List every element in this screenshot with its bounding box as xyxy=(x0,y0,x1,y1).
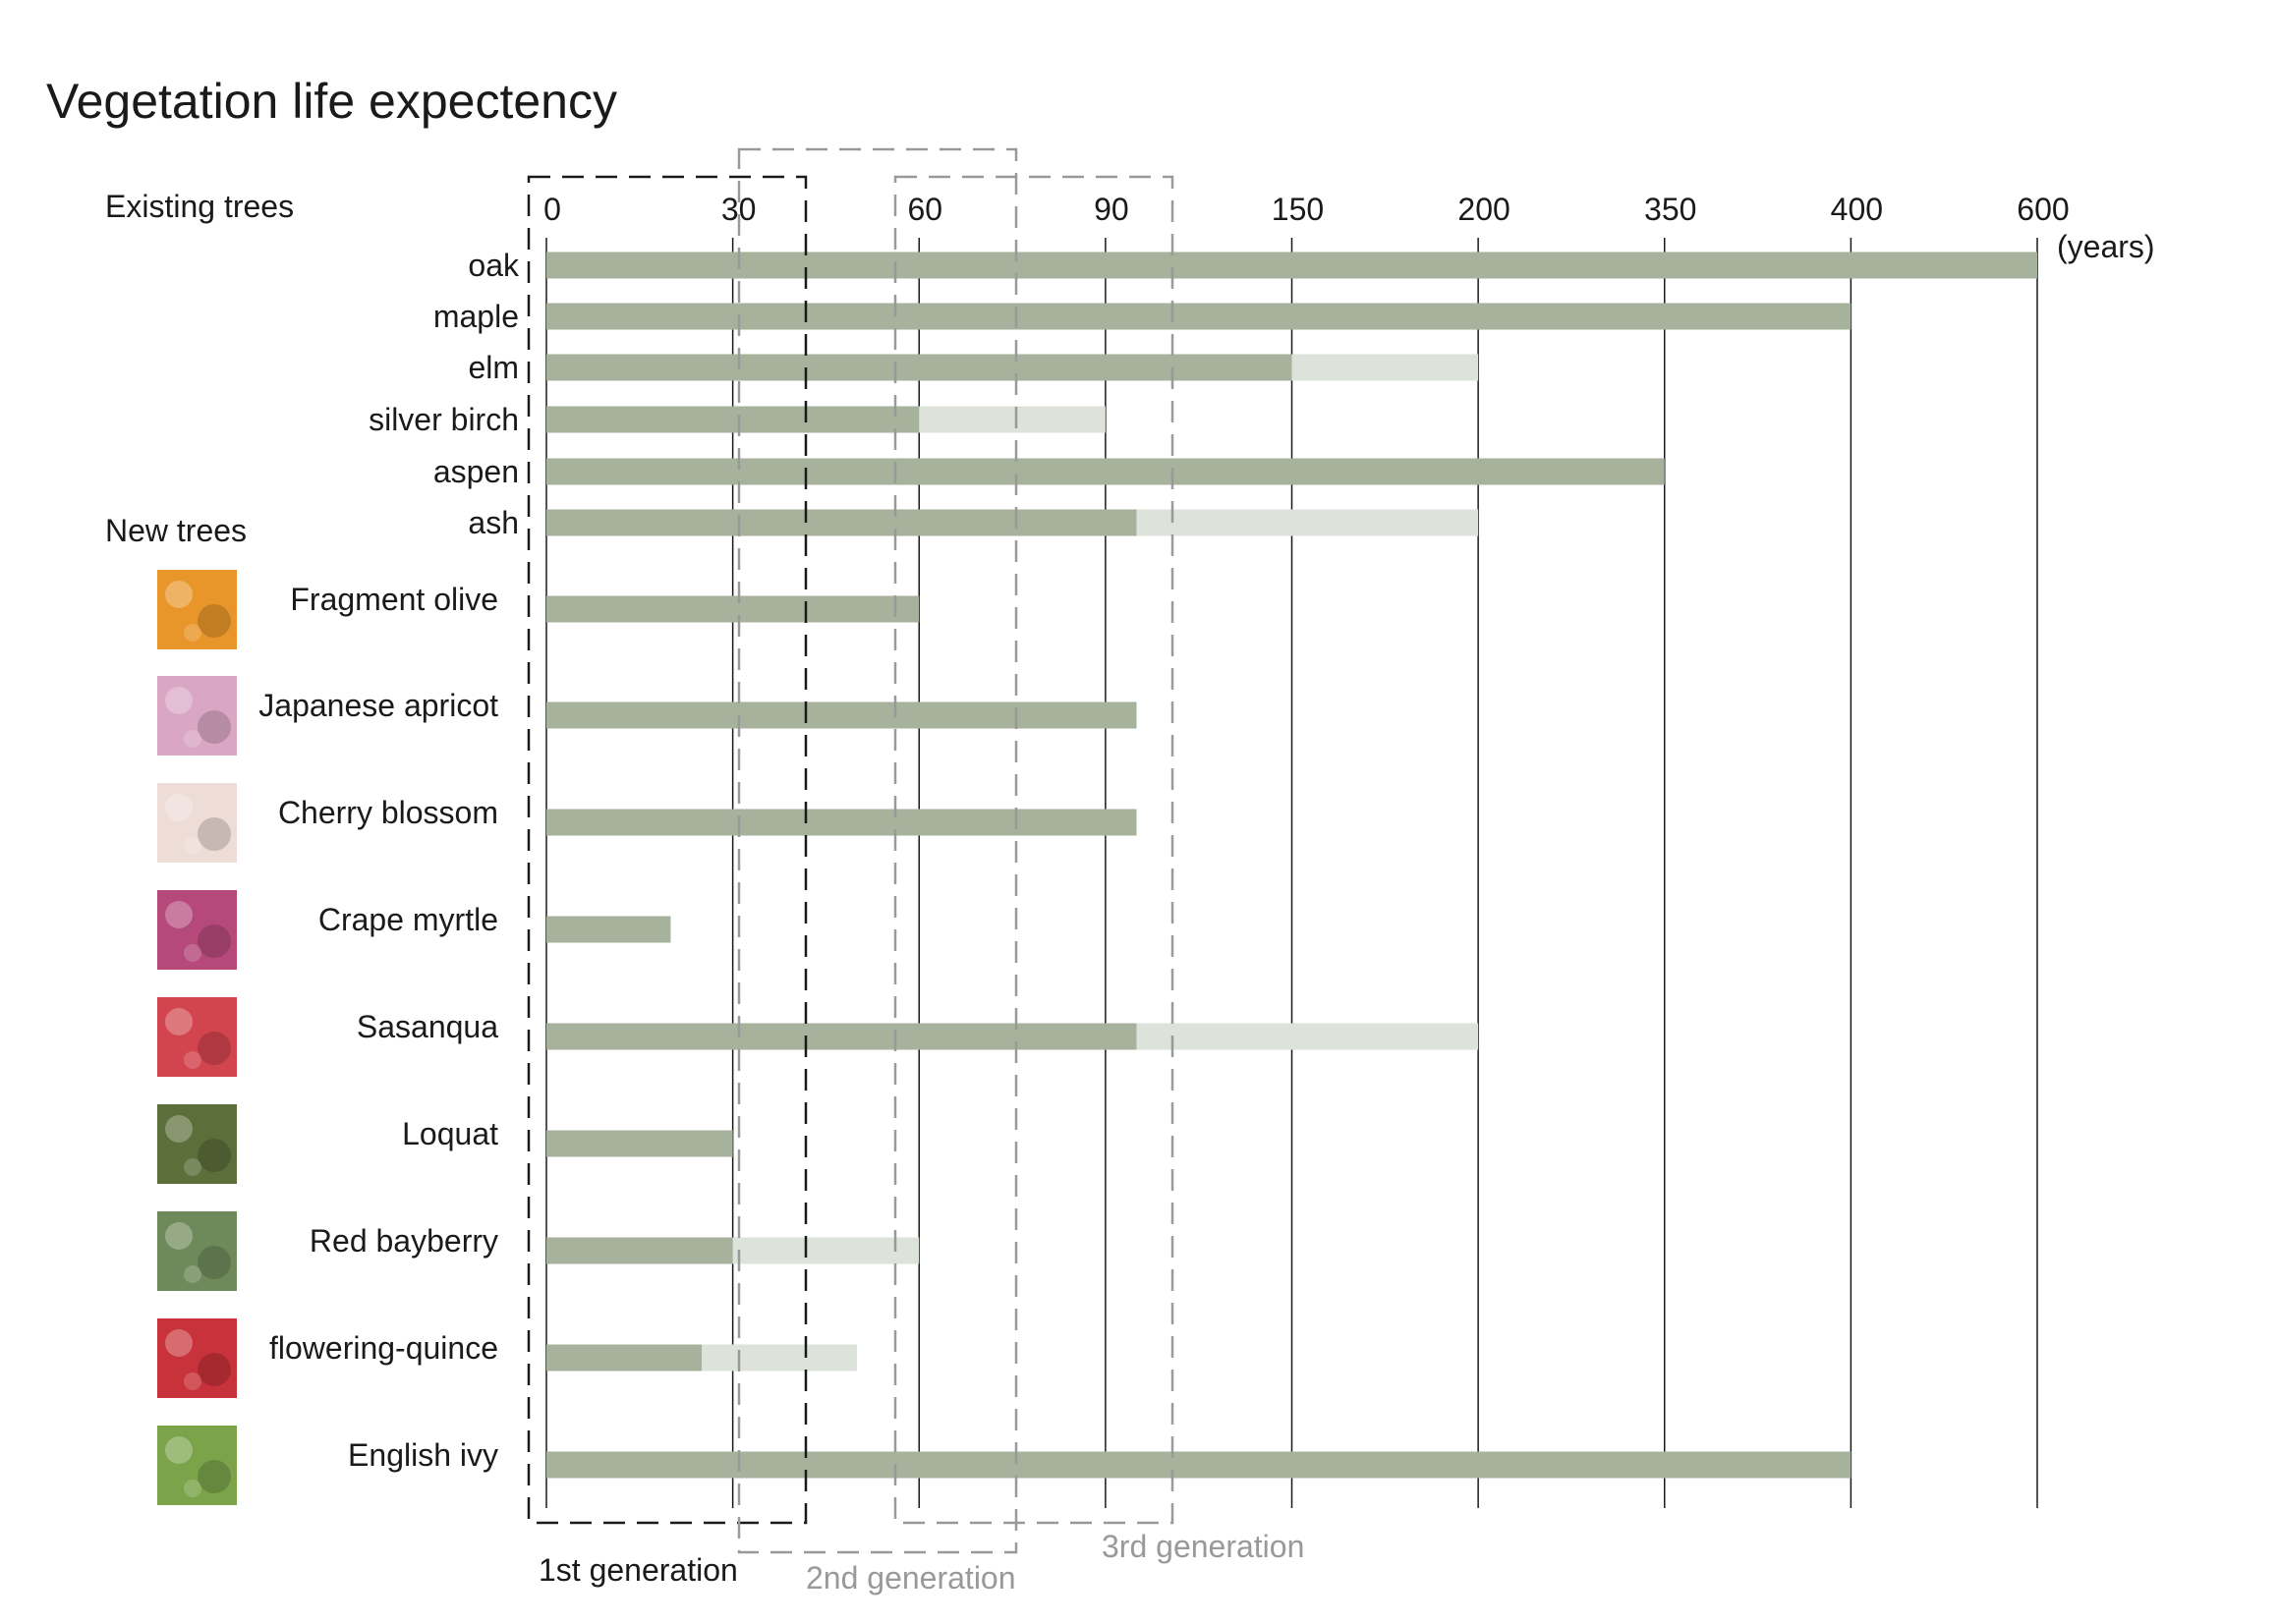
bar-min-elm xyxy=(546,354,1292,381)
bar-min-maple xyxy=(546,303,1852,330)
x-tick-0: 0 xyxy=(543,192,561,227)
white-blossom-photo-icon xyxy=(157,783,237,863)
x-tick-90: 90 xyxy=(1094,192,1129,227)
bar-min-sasanqua xyxy=(546,1023,1137,1050)
bar-min-crape-myrtle xyxy=(546,916,671,943)
label-sasanqua: Sasanqua xyxy=(357,1009,498,1044)
generation-box-1 xyxy=(527,175,808,1525)
label-english-ivy: English ivy xyxy=(348,1437,498,1473)
bar-min-fragment-olive xyxy=(546,595,920,623)
pink-blossom-photo-icon xyxy=(157,676,237,756)
label-flowering-quince: flowering-quince xyxy=(269,1330,498,1366)
bar-min-english-ivy xyxy=(546,1451,1852,1479)
label-red-bayberry: Red bayberry xyxy=(310,1223,498,1259)
x-tick-150: 150 xyxy=(1272,192,1324,227)
section-new-trees: New trees xyxy=(105,513,247,548)
bar-min-ash xyxy=(546,509,1137,536)
label-cherry-blossom: Cherry blossom xyxy=(278,795,498,830)
quince-flower-photo-icon xyxy=(157,1318,237,1398)
section-existing-trees: Existing trees xyxy=(105,189,294,224)
label-oak: oak xyxy=(468,248,520,283)
gridlines xyxy=(545,238,2038,1508)
bars xyxy=(546,252,2037,1479)
label-elm: elm xyxy=(468,350,519,385)
ivy-leaves-photo-icon xyxy=(157,1426,237,1505)
bayberry-tree-photo-icon xyxy=(157,1211,237,1291)
x-tick-400: 400 xyxy=(1831,192,1883,227)
label-japanese-apricot: Japanese apricot xyxy=(258,688,498,723)
bar-min-oak xyxy=(546,252,2037,279)
plant-thumbnails xyxy=(157,570,237,1505)
loquat-fruit-photo-icon xyxy=(157,1104,237,1184)
label-silver-birch: silver birch xyxy=(369,402,519,437)
label-crape-myrtle: Crape myrtle xyxy=(318,902,498,937)
orange-flower-photo-icon xyxy=(157,570,237,649)
category-labels: oak maple elm silver birch aspen ash Fragment … xyxy=(258,248,520,1473)
magenta-flower-photo-icon xyxy=(157,890,237,970)
generation-label-3: 3rd generation xyxy=(1102,1529,1304,1564)
bar-min-red-bayberry xyxy=(546,1237,733,1264)
bar-min-flowering-quince xyxy=(546,1344,703,1372)
x-unit-label: (years) xyxy=(2057,229,2155,264)
red-flower-photo-icon xyxy=(157,997,237,1077)
bar-min-loquat xyxy=(546,1130,733,1157)
generation-box-2 xyxy=(737,147,1018,1554)
generation-boxes: 1st generation 2nd generation 3rd generati… xyxy=(527,147,1304,1596)
label-fragment-olive: Fragment olive xyxy=(290,582,498,617)
label-maple: maple xyxy=(433,299,519,334)
bar-min-aspen xyxy=(546,458,1665,485)
x-tick-labels: 0 30 60 90 150 200 350 400 600 xyxy=(543,192,2070,227)
label-loquat: Loquat xyxy=(402,1116,498,1151)
bar-min-cherry-blossom xyxy=(546,809,1137,836)
label-ash: ash xyxy=(468,505,519,540)
label-aspen: aspen xyxy=(433,454,519,489)
generation-label-2: 2nd generation xyxy=(806,1560,1016,1596)
x-tick-60: 60 xyxy=(907,192,942,227)
bar-min-silver-birch xyxy=(546,406,920,433)
generation-label-1: 1st generation xyxy=(539,1552,738,1588)
chart-title: Vegetation life expectency xyxy=(46,74,617,129)
generation-box-3 xyxy=(893,175,1174,1525)
x-tick-600: 600 xyxy=(2017,192,2069,227)
bar-min-japanese-apricot xyxy=(546,701,1137,729)
x-tick-200: 200 xyxy=(1457,192,1510,227)
x-tick-350: 350 xyxy=(1644,192,1696,227)
